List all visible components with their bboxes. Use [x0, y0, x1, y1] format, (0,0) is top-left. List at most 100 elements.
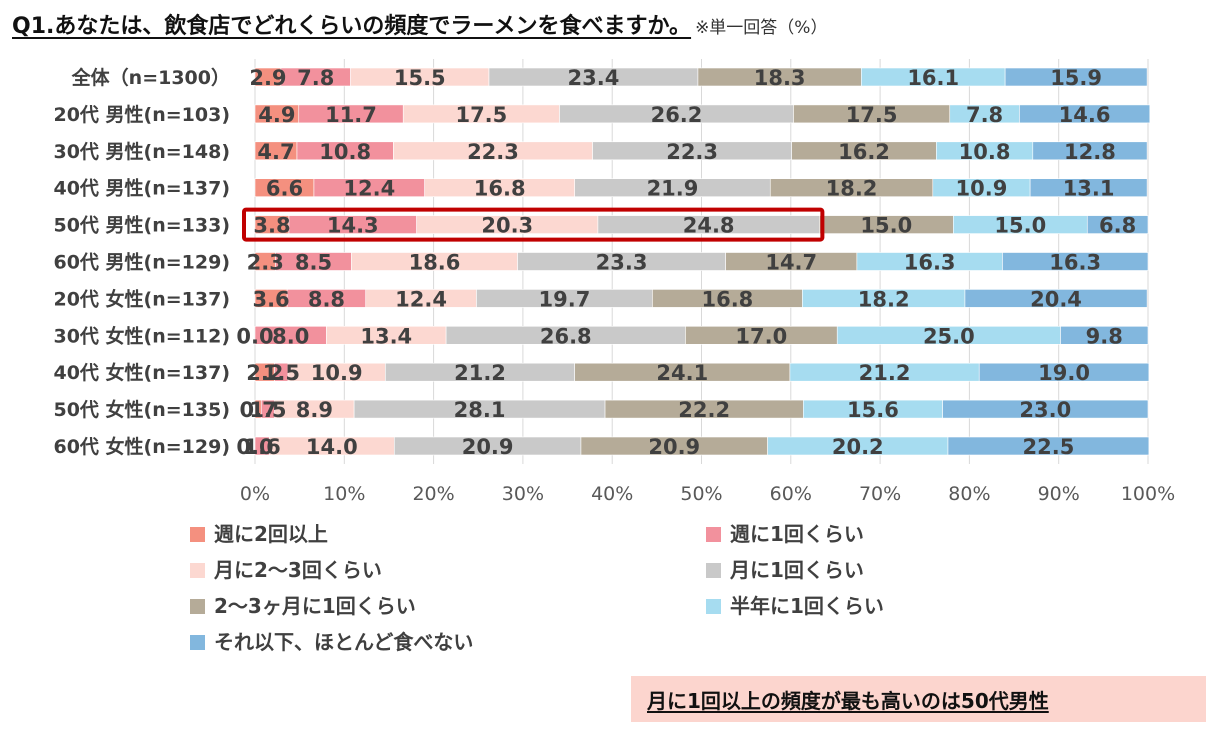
- data-label: 23.3: [596, 251, 648, 275]
- data-label: 15.5: [394, 66, 446, 90]
- category-label: 20代 男性(n=103): [53, 103, 230, 126]
- legend-item: 2～3ヶ月に1回くらい: [190, 590, 416, 619]
- legend-swatch: [190, 527, 205, 542]
- category-label: 50代 女性(n=135): [53, 398, 230, 421]
- data-label: 10.8: [959, 140, 1011, 164]
- data-label: 18.3: [754, 66, 806, 90]
- data-label: 8.9: [296, 398, 333, 422]
- callout-box: 月に1回以上の頻度が最も高いのは50代男性: [631, 676, 1206, 722]
- bar-segment: [1060, 325, 1149, 345]
- data-label: 16.1: [907, 66, 959, 90]
- x-tick-label: 60%: [770, 483, 812, 505]
- data-label: 1.6: [244, 435, 281, 459]
- data-label: 15.0: [860, 214, 912, 238]
- x-tick-label: 30%: [502, 483, 544, 505]
- data-label: 19.7: [539, 287, 591, 311]
- data-label: 8.5: [295, 251, 332, 275]
- category-label: 30代 女性(n=112): [53, 324, 230, 347]
- x-tick-label: 70%: [859, 483, 901, 505]
- category-label: 60代 女性(n=129): [53, 435, 230, 458]
- data-label: 0.7: [240, 398, 277, 422]
- data-label: 14.7: [765, 251, 817, 275]
- legend-swatch: [190, 563, 205, 578]
- data-label: 17.5: [455, 103, 507, 127]
- data-label: 28.1: [454, 398, 506, 422]
- bar-segment: [1019, 104, 1151, 124]
- legend-swatch: [706, 599, 721, 614]
- data-label: 14.0: [306, 435, 358, 459]
- data-label: 24.8: [683, 214, 735, 238]
- x-tick-label: 10%: [323, 483, 365, 505]
- category-label: 60代 男性(n=129): [53, 251, 230, 274]
- legend-item: 週に2回以上: [190, 518, 328, 547]
- category-label: 40代 男性(n=137): [53, 177, 230, 200]
- data-label: 23.0: [1019, 398, 1071, 422]
- legend-label: 月に1回くらい: [730, 558, 864, 582]
- data-label: 24.1: [656, 361, 708, 385]
- data-label: 4.7: [257, 140, 294, 164]
- bar-segment: [947, 436, 1150, 456]
- x-tick-label: 20%: [412, 483, 454, 505]
- data-label: 13.1: [1063, 177, 1115, 201]
- data-label: 20.2: [832, 435, 884, 459]
- data-label: 22.2: [678, 398, 730, 422]
- data-label: 0.0: [236, 324, 273, 348]
- data-label: 20.9: [462, 435, 514, 459]
- legend-label: 月に2～3回くらい: [214, 558, 382, 582]
- legend-item: 週に1回くらい: [706, 518, 864, 547]
- data-label: 1.5: [263, 361, 300, 385]
- legend-swatch: [706, 527, 721, 542]
- data-label: 21.2: [454, 361, 506, 385]
- data-label: 18.2: [826, 177, 878, 201]
- highlight-box: [242, 207, 825, 242]
- legend-swatch: [706, 563, 721, 578]
- data-label: 7.8: [966, 103, 1003, 127]
- data-label: 3.6: [252, 287, 289, 311]
- bar-segment: [1002, 252, 1149, 271]
- data-label: 22.3: [467, 140, 519, 164]
- data-label: 22.3: [666, 140, 718, 164]
- highlight-layer: [242, 207, 825, 242]
- category-label: 全体（n=1300）: [71, 66, 230, 89]
- data-label: 10.9: [956, 177, 1008, 201]
- data-label: 2.9: [249, 66, 286, 90]
- legend-swatch: [190, 599, 205, 614]
- data-label: 20.3: [481, 214, 533, 238]
- data-label: 8.8: [308, 287, 345, 311]
- data-label: 15.9: [1050, 66, 1102, 90]
- bar-segment: [1004, 67, 1148, 87]
- legend-label: 半年に1回くらい: [730, 594, 884, 618]
- title-block: Q1.あなたは、飲食店でどれくらいの頻度でラーメンを食べますか。 ※単一回答（%）: [12, 8, 827, 40]
- data-label: 13.4: [360, 324, 412, 348]
- data-label: 18.2: [858, 287, 910, 311]
- data-label: 10.8: [319, 140, 371, 164]
- bars: [254, 67, 1151, 456]
- x-tick-label: 90%: [1038, 483, 1080, 505]
- legend-item: 月に2～3回くらい: [190, 554, 382, 583]
- data-label: 26.8: [540, 324, 592, 348]
- data-label: 20.9: [648, 435, 700, 459]
- data-label: 15.0: [994, 214, 1046, 238]
- data-label: 26.2: [651, 103, 703, 127]
- data-label: 16.8: [474, 177, 526, 201]
- data-label: 1.5: [249, 398, 286, 422]
- x-tick-label: 0%: [240, 483, 270, 505]
- x-tick-label: 40%: [591, 483, 633, 505]
- bar-segment: [964, 289, 1148, 308]
- bar-segment: [1029, 178, 1148, 197]
- chart-title: Q1.あなたは、飲食店でどれくらいの頻度でラーメンを食べますか。: [12, 14, 692, 39]
- data-label: 12.8: [1064, 140, 1116, 164]
- data-label: 7.8: [297, 66, 334, 90]
- data-label: 14.3: [327, 214, 379, 238]
- data-label: 6.8: [1099, 214, 1136, 238]
- data-label: 8.0: [272, 324, 309, 348]
- x-tick-label: 100%: [1121, 483, 1175, 505]
- legend-item: それ以下、ほとんど食べない: [190, 626, 473, 655]
- legend-label: 週に1回くらい: [730, 522, 864, 546]
- stacked-bar-chart: 2.9 7.8 15.5 23.4 18.3 16.1 15.9 4.9 11.7 17.5 26.…: [53, 59, 1175, 505]
- category-label: 20代 女性(n=137): [53, 287, 230, 310]
- data-labels: 2.9 7.8 15.5 23.4 18.3 16.1 15.9 4.9 11.7 17.5 26.…: [236, 66, 1136, 459]
- data-label: 17.5: [846, 103, 898, 127]
- data-label: 16.2: [838, 140, 890, 164]
- data-label: 4.9: [258, 103, 295, 127]
